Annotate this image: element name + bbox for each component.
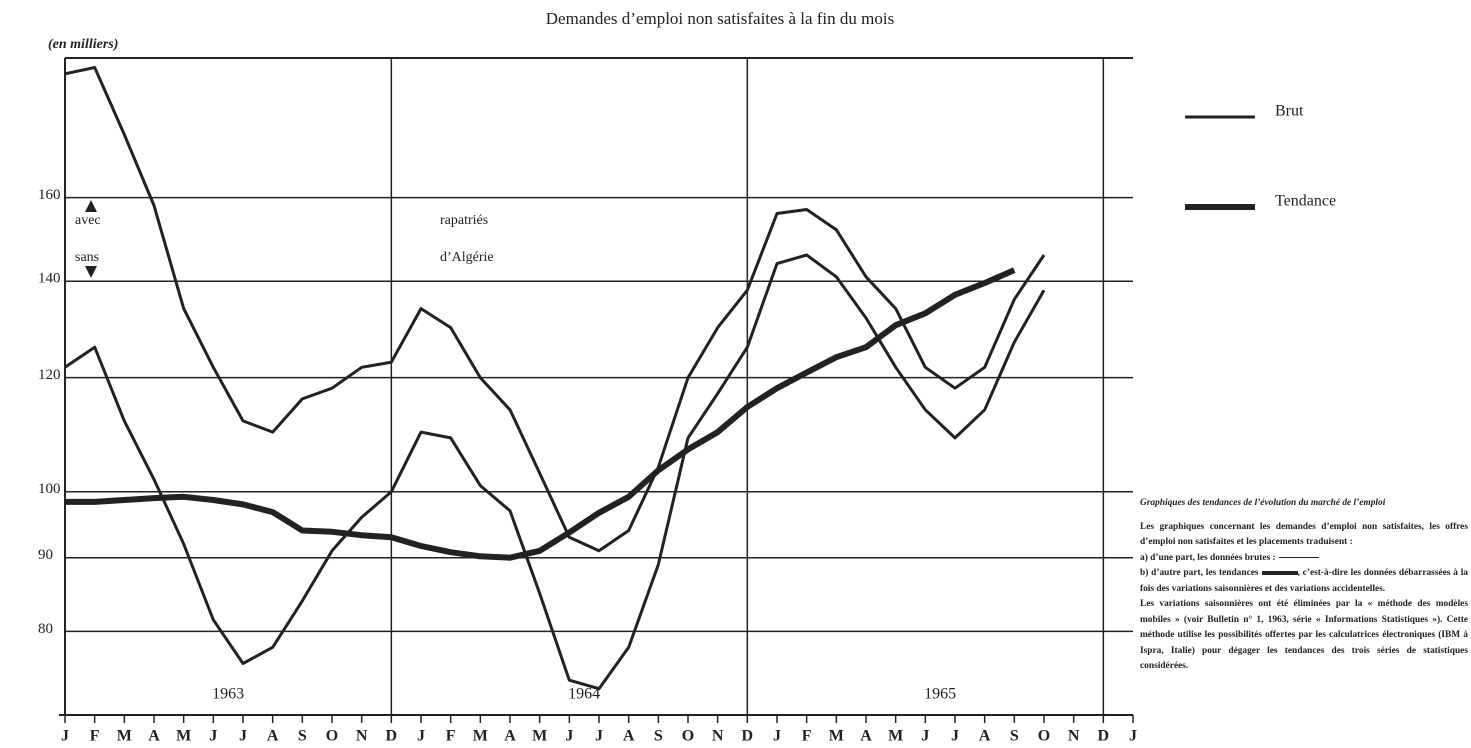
x-tick-label: N bbox=[356, 728, 368, 745]
annotation: rapatriés bbox=[440, 213, 488, 228]
series-line bbox=[65, 267, 1016, 561]
x-tick-label: J bbox=[209, 728, 217, 745]
year-label: 1965 bbox=[924, 686, 956, 703]
x-tick-label: M bbox=[888, 728, 903, 745]
x-tick-label: J bbox=[595, 728, 603, 745]
x-tick-label: S bbox=[298, 728, 307, 745]
x-tick-label: O bbox=[1038, 728, 1050, 745]
y-axis-label: (en milliers) bbox=[48, 37, 118, 52]
note-text: Les variations saisonnières ont été élim… bbox=[1140, 599, 1468, 671]
x-tick-label: D bbox=[1098, 728, 1110, 745]
series-line bbox=[64, 253, 1046, 691]
y-tick-label: 120 bbox=[38, 367, 61, 383]
x-tick-label: J bbox=[951, 728, 959, 745]
x-tick-label: J bbox=[61, 728, 69, 745]
x-tick-label: A bbox=[979, 728, 991, 745]
year-label: 1964 bbox=[568, 686, 600, 703]
note-text: , c’est-à-dire les données débarrassées … bbox=[1140, 568, 1468, 594]
note-text: b) d’autre part, les tendances bbox=[1140, 568, 1259, 578]
x-tick-label: S bbox=[1010, 728, 1019, 745]
note-text: a) d’une part, les données brutes : bbox=[1140, 552, 1276, 563]
y-tick-label: 80 bbox=[38, 621, 53, 637]
x-tick-label: F bbox=[802, 728, 812, 745]
year-label: 1963 bbox=[212, 686, 244, 703]
arrow-down bbox=[85, 266, 97, 278]
series-line bbox=[64, 66, 1046, 553]
x-tick-label: J bbox=[1129, 728, 1137, 745]
x-tick-label: O bbox=[682, 728, 694, 745]
x-tick-label: F bbox=[90, 728, 100, 745]
chart-title: Demandes d’emploi non satisfaites à la f… bbox=[546, 9, 894, 28]
x-tick-label: J bbox=[417, 728, 425, 745]
x-tick-label: J bbox=[773, 728, 781, 745]
annotation: avec bbox=[75, 213, 101, 228]
y-tick-label: 160 bbox=[38, 187, 61, 203]
sample-line bbox=[1261, 571, 1298, 575]
note: Graphiques des tendances de l’évolution … bbox=[1140, 496, 1468, 675]
y-tick-label: 140 bbox=[38, 271, 61, 287]
x-tick-label: M bbox=[117, 728, 132, 745]
x-tick-label: M bbox=[176, 728, 191, 745]
x-tick-label: D bbox=[386, 728, 398, 745]
x-tick-label: M bbox=[473, 728, 488, 745]
annotation: sans bbox=[75, 250, 99, 265]
x-tick-label: A bbox=[860, 728, 872, 745]
annotation: d’Algérie bbox=[440, 250, 494, 265]
x-tick-label: J bbox=[239, 728, 247, 745]
x-tick-label: A bbox=[148, 728, 160, 745]
sample-line bbox=[1278, 556, 1319, 559]
y-tick-label: 100 bbox=[38, 481, 61, 497]
x-tick-label: A bbox=[623, 728, 635, 745]
arrow-up bbox=[85, 200, 97, 212]
x-tick-label: F bbox=[446, 728, 456, 745]
x-tick-label: J bbox=[921, 728, 929, 745]
x-tick-label: M bbox=[829, 728, 844, 745]
x-tick-label: A bbox=[267, 728, 279, 745]
legend-label: Brut bbox=[1275, 103, 1304, 120]
note-text: b) d’autre part, les tendances, c’est-à-… bbox=[1140, 566, 1468, 597]
x-tick-label: D bbox=[742, 728, 754, 745]
x-tick-label: J bbox=[565, 728, 573, 745]
x-tick-label: M bbox=[532, 728, 547, 745]
note-text: Les graphiques concernant les demandes d… bbox=[1140, 521, 1468, 548]
x-tick-label: A bbox=[504, 728, 516, 745]
y-tick-label: 90 bbox=[38, 547, 53, 563]
x-tick-label: N bbox=[1068, 728, 1080, 745]
x-tick-label: O bbox=[326, 728, 338, 745]
legend-label: Tendance bbox=[1275, 193, 1336, 210]
note-title: Graphiques des tendances de l’évolution … bbox=[1140, 498, 1386, 508]
x-tick-label: S bbox=[654, 728, 663, 745]
x-tick-label: N bbox=[712, 728, 724, 745]
note-text: a) d’une part, les données brutes : bbox=[1140, 551, 1468, 567]
